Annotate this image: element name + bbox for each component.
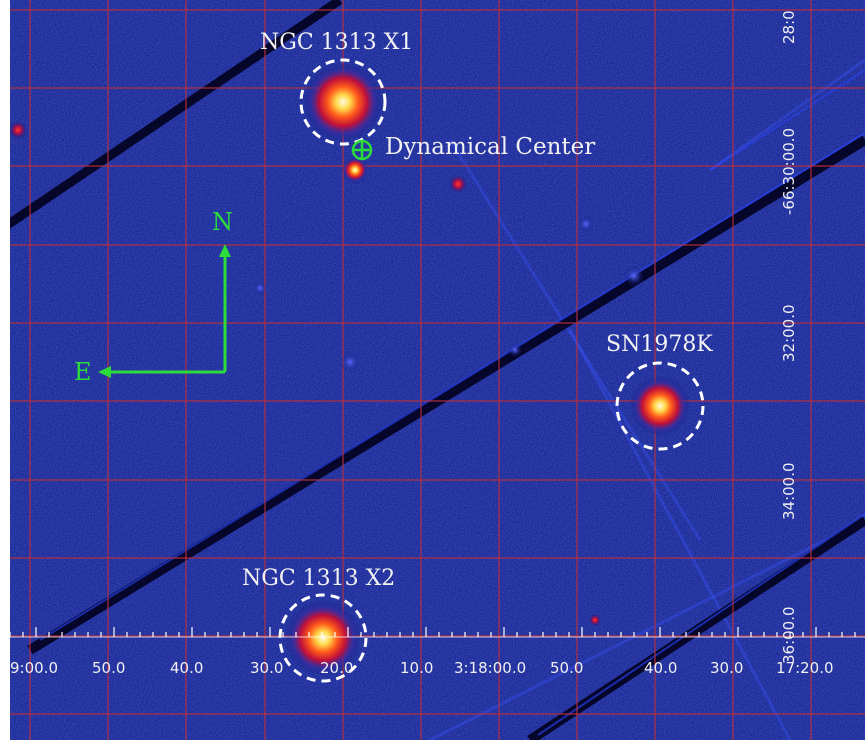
east-arrowhead-icon <box>98 366 111 378</box>
ra-tick-label: 3:18:00.0 <box>454 659 527 677</box>
dec-tick-label: 36:00.0 <box>780 606 798 664</box>
marker-circle-sn[interactable] <box>615 361 705 451</box>
dec-tick-label: 28:0 <box>780 10 798 44</box>
source-label-sn: SN1978K <box>606 332 713 357</box>
sky-noise <box>10 0 865 740</box>
bright-sources <box>285 62 690 676</box>
coordinate-grid <box>10 0 865 740</box>
ra-tick-label: 9:00.0 <box>10 659 58 677</box>
source-x1-glow <box>303 62 383 142</box>
source-x2-glow <box>285 600 361 676</box>
source-sn-glow <box>630 376 690 436</box>
compass-north-label: N <box>212 208 233 236</box>
ra-tick-label: 10.0 <box>400 659 434 677</box>
marker-circle-x2[interactable] <box>278 593 368 683</box>
dec-tick-label: -66:30:00.0 <box>780 127 798 215</box>
marker-circle-x1[interactable] <box>299 58 387 146</box>
source-markers <box>278 58 705 683</box>
ra-tick-label: 17:20.0 <box>776 659 834 677</box>
faint-streaks <box>429 58 865 740</box>
ra-tick-label: 50.0 <box>92 659 126 677</box>
compass-east-label: E <box>74 358 92 386</box>
sky-image-frame: NGC 1313 X1 SN1978K NGC 1313 X2 Dynamica… <box>10 0 865 740</box>
chip-gaps <box>10 0 865 740</box>
sky-image <box>10 0 865 740</box>
dec-tick-label: 34:00.0 <box>780 462 798 520</box>
dynamical-center-marker[interactable] <box>351 139 373 161</box>
dec-tick-label: 32:00.0 <box>780 304 798 362</box>
ra-tick-label: 30.0 <box>710 659 744 677</box>
ra-tick-label: 40.0 <box>644 659 678 677</box>
dynamical-center-label: Dynamical Center <box>385 134 596 160</box>
compass <box>98 244 231 378</box>
ra-axis <box>10 627 865 638</box>
ra-tick-label: 50.0 <box>550 659 584 677</box>
ra-tick-label: 30.0 <box>250 659 284 677</box>
ra-tick-label: 20.0 <box>320 659 354 677</box>
faint-sources <box>10 121 644 626</box>
north-arrowhead-icon <box>219 244 231 257</box>
ra-tick-label: 40.0 <box>170 659 204 677</box>
source-label-x2: NGC 1313 X2 <box>242 566 396 591</box>
source-label-x1: NGC 1313 X1 <box>260 30 414 55</box>
